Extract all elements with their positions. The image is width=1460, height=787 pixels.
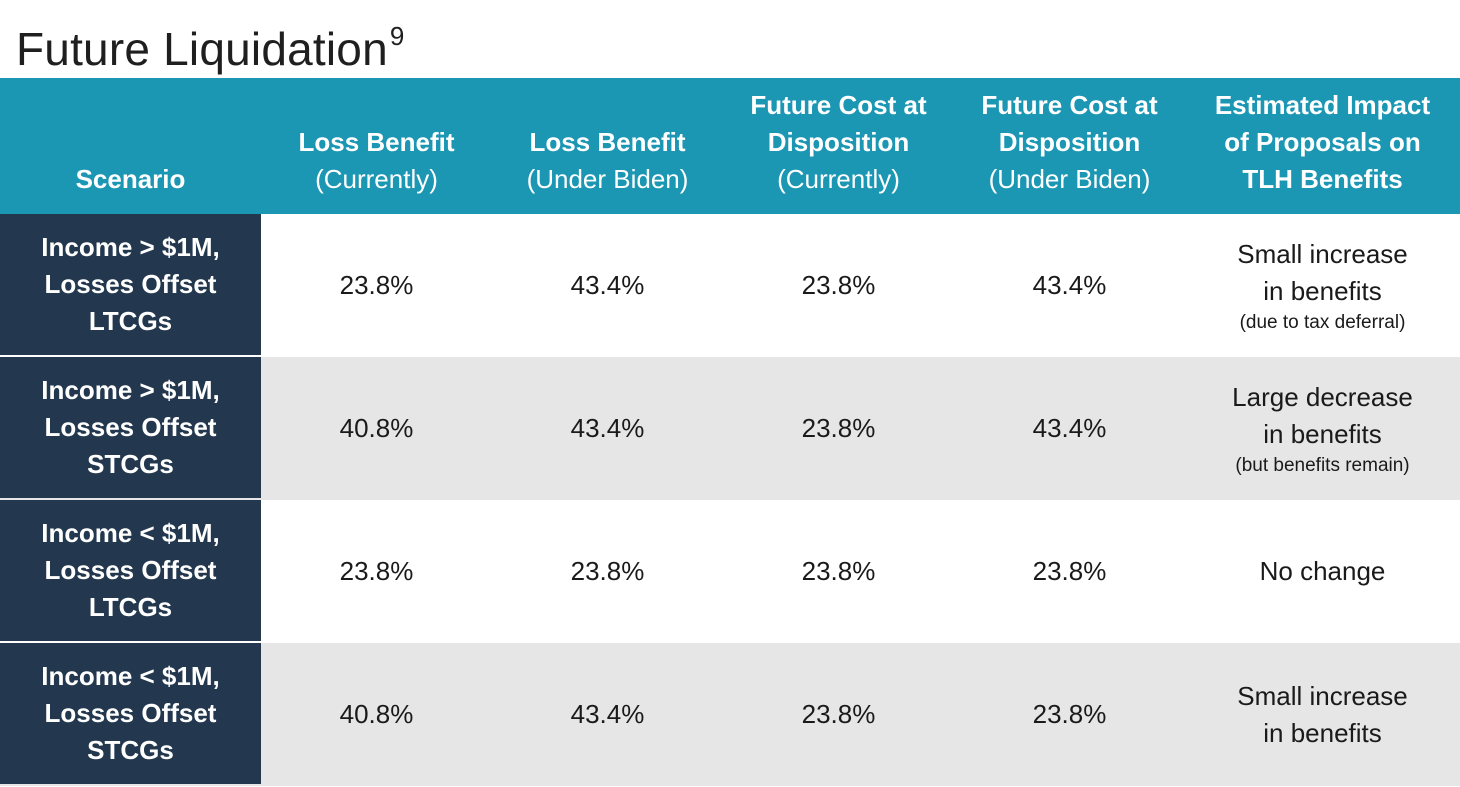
impact-line: in benefits	[1263, 418, 1382, 449]
value-cell-future-cost-under-biden: 23.8%	[1032, 556, 1107, 586]
header-line: Future Cost at	[981, 90, 1158, 120]
header-line: Loss Benefit	[529, 127, 686, 157]
scenario-cell: Income < $1M, Losses Offset STCGs	[0, 643, 261, 784]
scenario-line: LTCGs	[88, 592, 173, 622]
impact-line: Large decrease	[1232, 381, 1413, 412]
value-cell-loss-benefit-currently: 40.8%	[339, 413, 414, 443]
impact-cell: Small increase in benefits	[1185, 643, 1460, 786]
value-cell-future-cost-under-biden: 43.4%	[1032, 270, 1107, 300]
impact-line: Small increase	[1237, 680, 1408, 711]
impact-line: in benefits	[1263, 275, 1382, 306]
impact-line: in benefits	[1263, 717, 1382, 748]
scenario-line: Losses Offset	[44, 555, 217, 585]
scenario-line: STCGs	[87, 449, 174, 479]
value-cell-loss-benefit-currently: 23.8%	[339, 556, 414, 586]
impact-cell: Small increase in benefits (due to tax def…	[1185, 214, 1460, 357]
value-cell-loss-benefit-currently: 40.8%	[339, 699, 414, 729]
header-line: Scenario	[75, 164, 186, 194]
scenario-line: STCGs	[87, 735, 174, 765]
header-line: (Under Biden)	[526, 164, 689, 194]
impact-cell: No change	[1185, 500, 1460, 643]
impact-cell: Large decrease in benefits (but benefits r…	[1185, 357, 1460, 500]
value-cell-future-cost-under-biden: 43.4%	[1032, 413, 1107, 443]
scenario-cell: Income > $1M, Losses Offset LTCGs	[0, 214, 261, 355]
header-cell-loss-benefit-under-biden: Loss Benefit (Under Biden)	[492, 78, 723, 214]
comparison-table: Scenario Loss Benefit (Currently) Loss Bene…	[0, 78, 1460, 787]
impact-note: (but benefits remain)	[1235, 454, 1410, 476]
value-cell-future-cost-currently: 23.8%	[801, 270, 876, 300]
header-line: Disposition	[998, 127, 1141, 157]
header-cell-estimated-impact: Estimated Impact of Proposals on TLH Benef…	[1185, 78, 1460, 214]
value-cell-loss-benefit-currently: 23.8%	[339, 270, 414, 300]
value-cell-future-cost-currently: 23.8%	[801, 556, 876, 586]
impact-line: No change	[1259, 556, 1386, 586]
scenario-line: Income > $1M,	[41, 232, 220, 262]
header-line: Estimated Impact	[1214, 90, 1431, 120]
scenario-line: Losses Offset	[44, 698, 217, 728]
header-line: Disposition	[767, 127, 910, 157]
page-title-text: Future Liquidation	[16, 23, 388, 75]
header-cell-scenario: Scenario	[0, 78, 261, 214]
header-line: Future Cost at	[750, 90, 927, 120]
value-cell-loss-benefit-under-biden: 43.4%	[570, 413, 645, 443]
scenario-line: Losses Offset	[44, 412, 217, 442]
scenario-line: Losses Offset	[44, 269, 217, 299]
value-cell-future-cost-currently: 23.8%	[801, 699, 876, 729]
header-line: TLH Benefits	[1242, 164, 1403, 194]
header-cell-loss-benefit-currently: Loss Benefit (Currently)	[261, 78, 492, 214]
impact-note: (due to tax deferral)	[1239, 311, 1406, 333]
table-row: Income > $1M, Losses Offset STCGs 40.8% 43.4…	[0, 357, 1460, 500]
header-cell-future-cost-currently: Future Cost at Disposition (Currently)	[723, 78, 954, 214]
header-line: (Currently)	[315, 164, 438, 194]
scenario-line: LTCGs	[88, 306, 173, 336]
header-line: of Proposals on	[1224, 127, 1421, 157]
header-line: (Under Biden)	[988, 164, 1151, 194]
scenario-cell: Income > $1M, Losses Offset STCGs	[0, 357, 261, 498]
table-header-row: Scenario Loss Benefit (Currently) Loss Bene…	[0, 78, 1460, 214]
value-cell-loss-benefit-under-biden: 43.4%	[570, 699, 645, 729]
header-line: Loss Benefit	[298, 127, 455, 157]
value-cell-future-cost-currently: 23.8%	[801, 413, 876, 443]
value-cell-loss-benefit-under-biden: 43.4%	[570, 270, 645, 300]
table-row: Income < $1M, Losses Offset LTCGs 23.8% 23.8…	[0, 500, 1460, 643]
impact-line: Small increase	[1237, 238, 1408, 269]
table-row: Income < $1M, Losses Offset STCGs 40.8% 43.4…	[0, 643, 1460, 786]
table-row: Income > $1M, Losses Offset LTCGs 23.8% 43.4…	[0, 214, 1460, 357]
scenario-line: Income < $1M,	[41, 518, 220, 548]
scenario-cell: Income < $1M, Losses Offset LTCGs	[0, 500, 261, 641]
value-cell-loss-benefit-under-biden: 23.8%	[570, 556, 645, 586]
header-cell-future-cost-under-biden: Future Cost at Disposition (Under Biden)	[954, 78, 1185, 214]
header-line: (Currently)	[777, 164, 900, 194]
scenario-line: Income > $1M,	[41, 375, 220, 405]
value-cell-future-cost-under-biden: 23.8%	[1032, 699, 1107, 729]
title-footnote-marker: 9	[389, 21, 405, 51]
scenario-line: Income < $1M,	[41, 661, 220, 691]
page-title: Future Liquidation9	[16, 6, 405, 79]
